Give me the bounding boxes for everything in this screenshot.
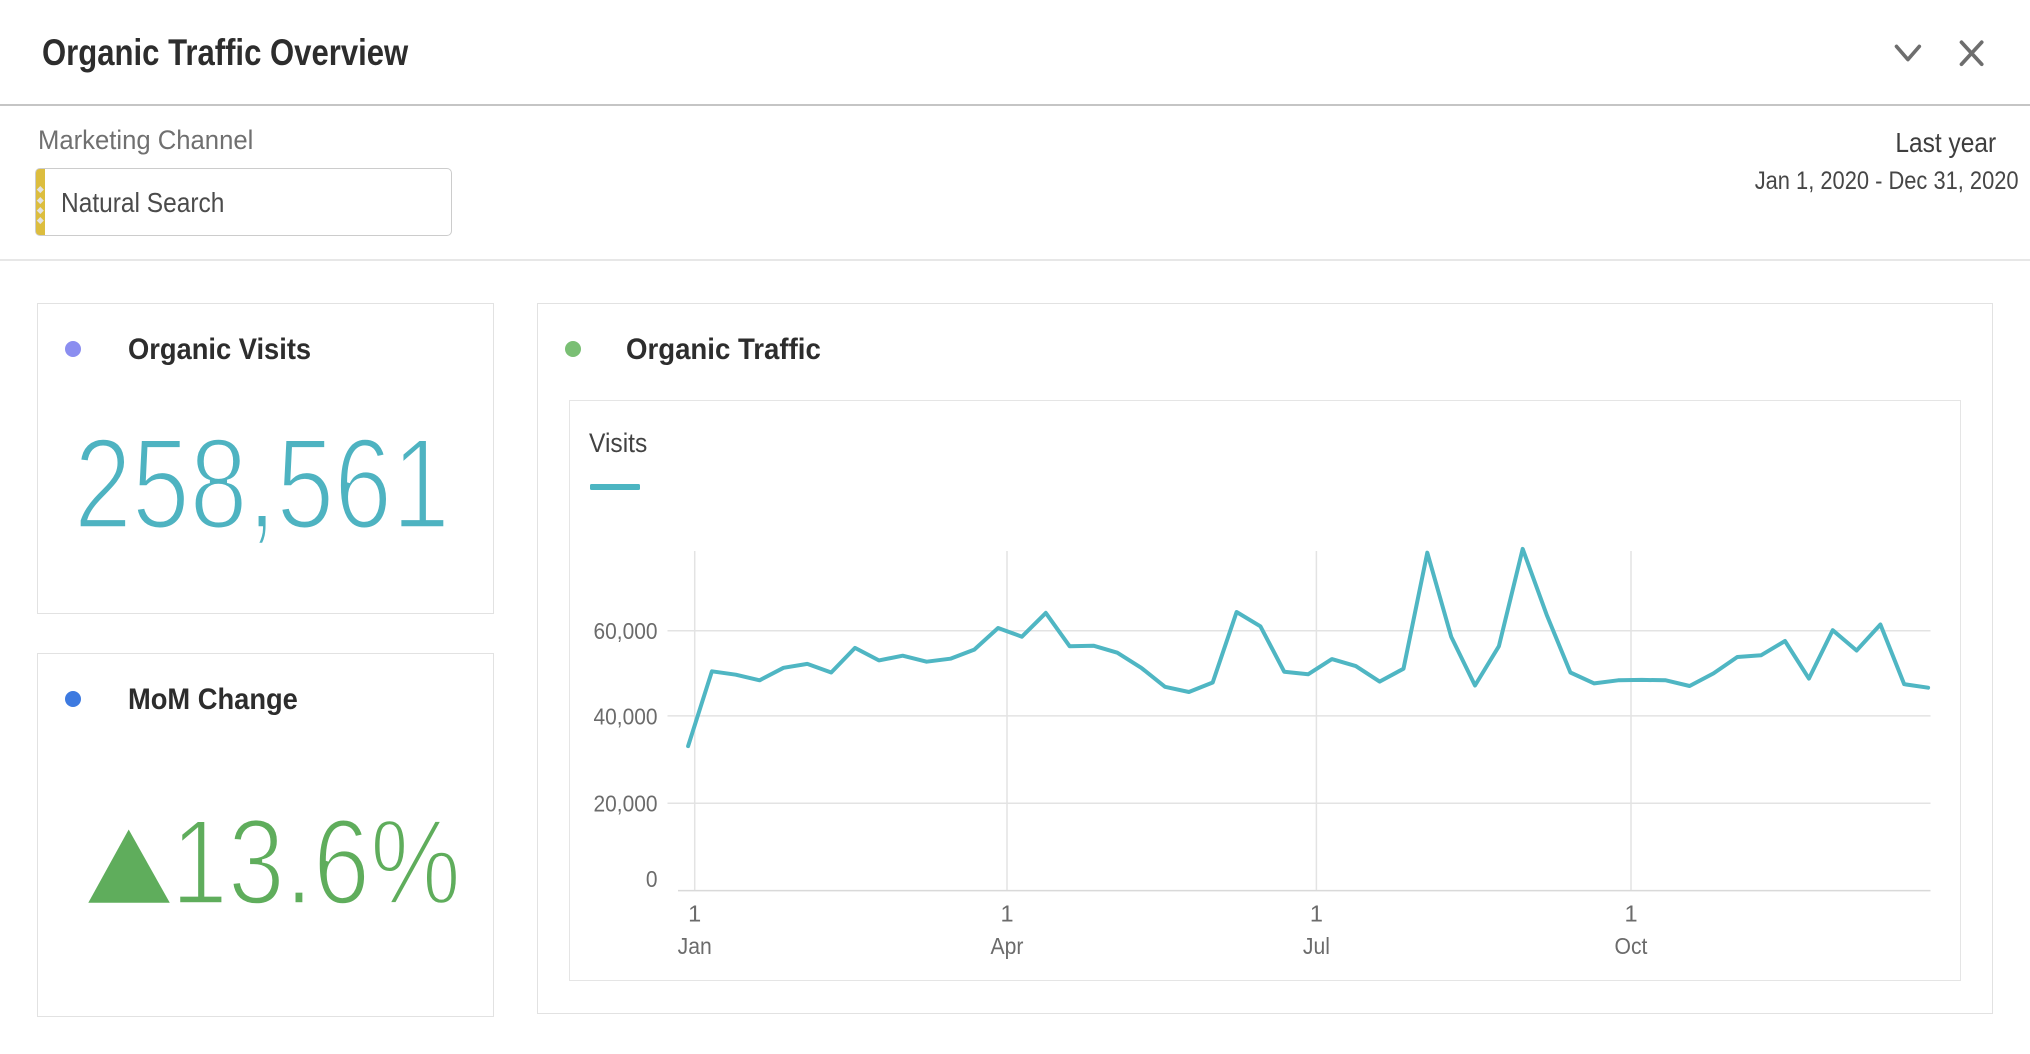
svg-text:1: 1 [688,900,701,926]
svg-text:0: 0 [646,866,658,892]
svg-text:Apr: Apr [991,933,1024,959]
svg-text:Jul: Jul [1303,933,1330,959]
svg-text:40,000: 40,000 [594,703,658,729]
svg-text:Oct: Oct [1615,933,1649,959]
svg-text:20,000: 20,000 [594,791,658,817]
svg-text:60,000: 60,000 [594,618,658,644]
svg-text:1: 1 [1624,900,1637,926]
svg-text:1: 1 [1000,900,1013,926]
svg-text:1: 1 [1310,900,1323,926]
svg-text:Jan: Jan [678,933,712,959]
